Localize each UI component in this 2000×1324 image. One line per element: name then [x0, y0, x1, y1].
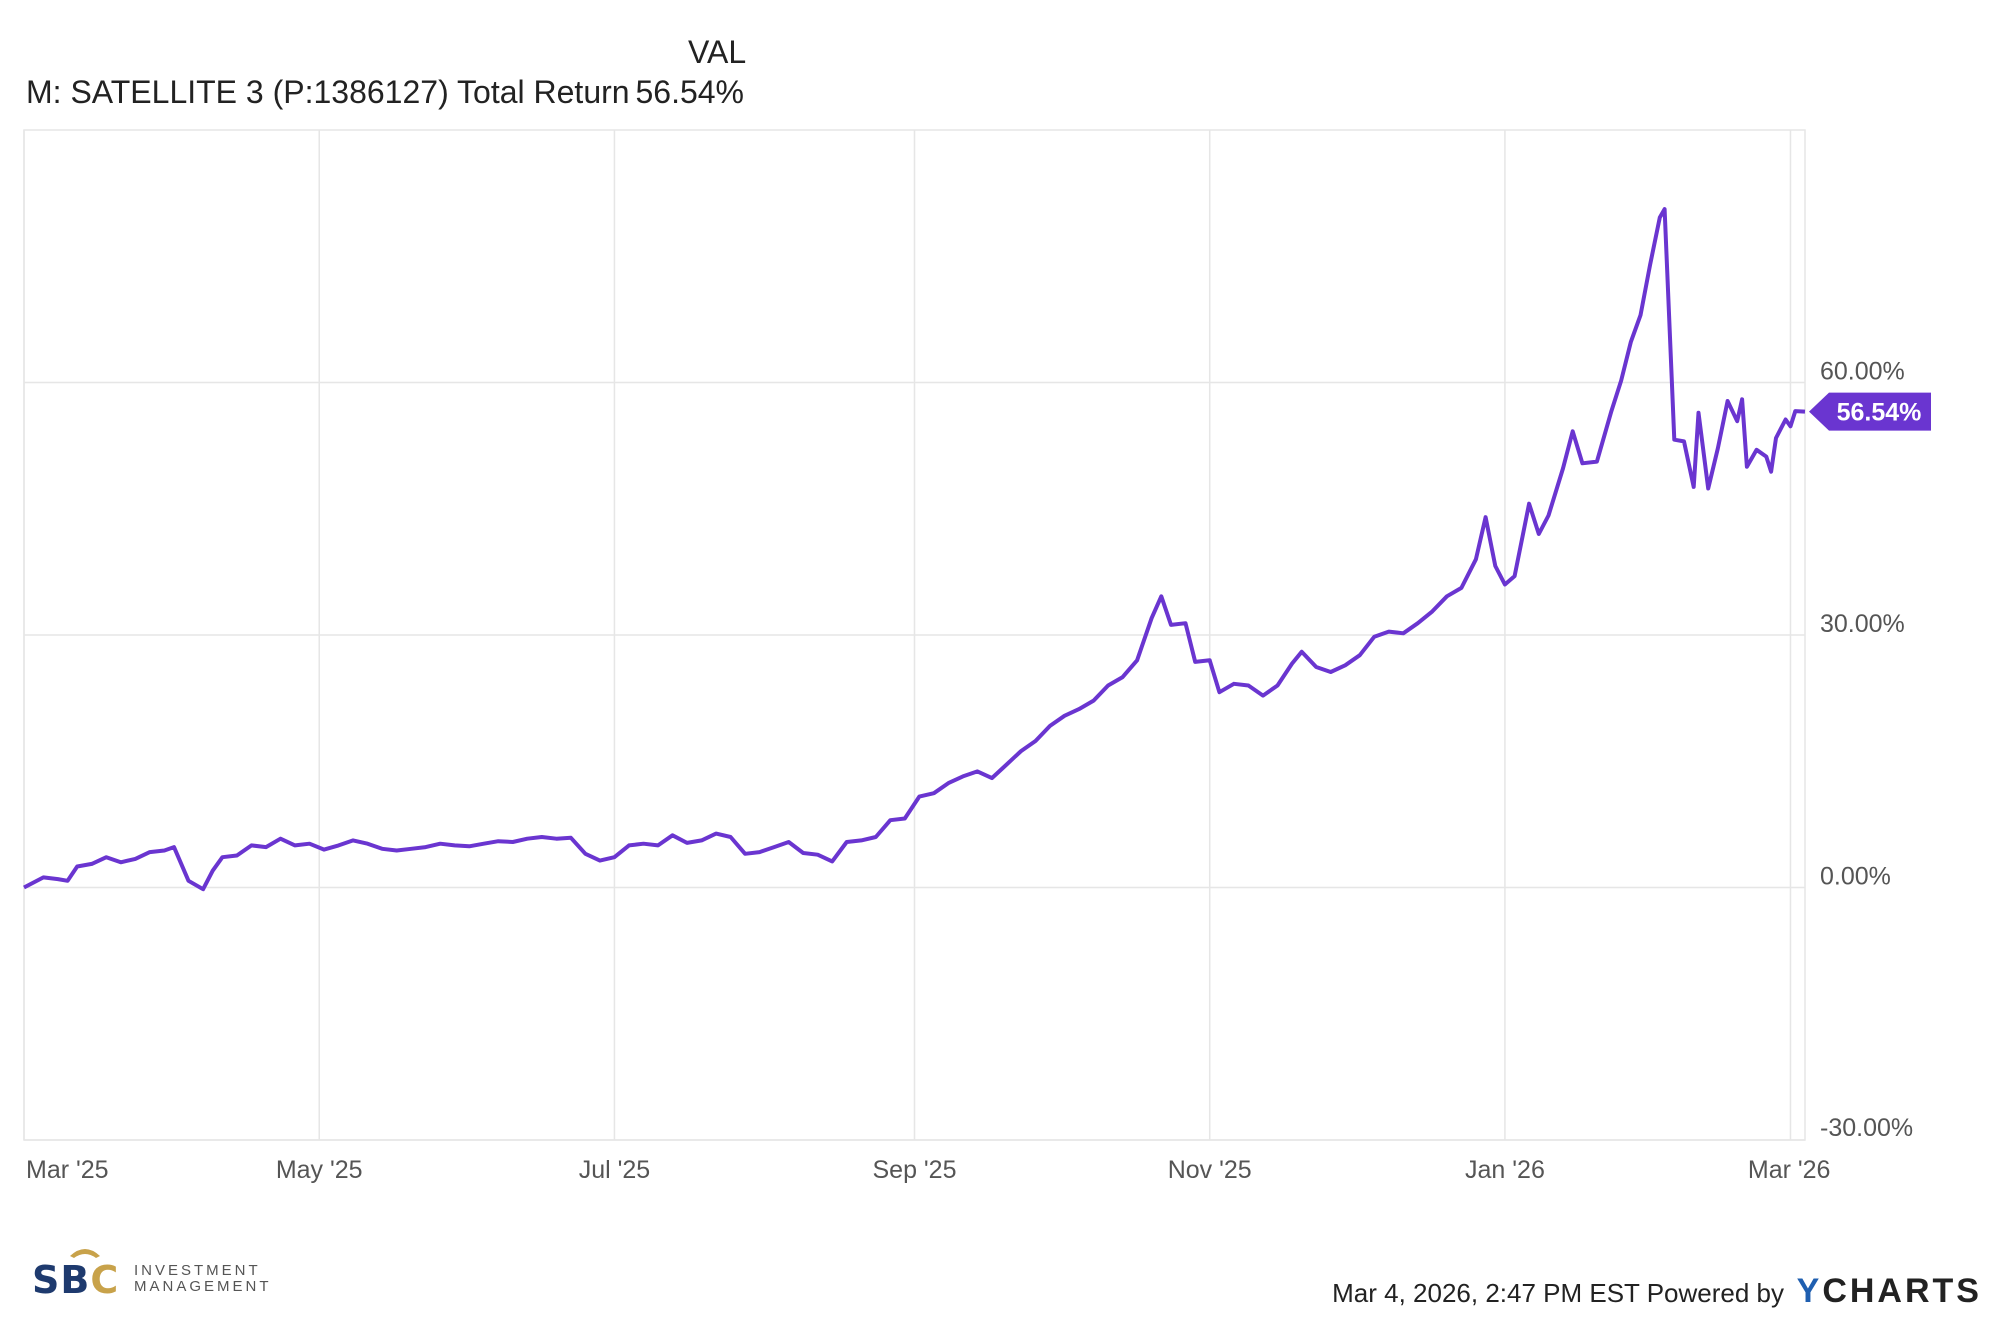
- legend-column-header: VAL: [688, 34, 747, 70]
- badge-shape: [1809, 392, 1931, 431]
- y-axis-ticks: 60.00% 30.00% 0.00% -30.00%: [1820, 358, 1913, 1143]
- legend-series-label[interactable]: M: SATELLITE 3 (P:1386127) Total Return: [26, 74, 630, 110]
- x-tick-label: Nov '25: [1168, 1156, 1252, 1184]
- y-tick-label: 0.00%: [1820, 863, 1891, 891]
- sbc-logo: SBC INVESTMENT MANAGEMENT: [32, 1246, 292, 1302]
- footer-timestamp: Mar 4, 2026, 2:47 PM EST Powered by: [1332, 1278, 1784, 1308]
- series-line[interactable]: [23, 207, 1806, 892]
- logo-letters: SBC: [32, 1258, 120, 1302]
- x-tick-label: Mar '25: [26, 1156, 109, 1184]
- x-tick-label: Mar '26: [1748, 1156, 1831, 1184]
- y-tick-label: -30.00%: [1820, 1114, 1913, 1142]
- ycharts-logo[interactable]: YCHARTS: [1796, 1272, 1982, 1310]
- grid-lines: [23, 129, 1806, 1141]
- logo-text-line2: MANAGEMENT: [134, 1278, 272, 1295]
- x-tick-label: Sep '25: [872, 1156, 956, 1184]
- legend-series-value: 56.54%: [635, 74, 744, 110]
- x-tick-label: Jan '26: [1465, 1156, 1545, 1184]
- x-tick-label: Jul '25: [579, 1156, 650, 1184]
- badge-value: 56.54%: [1837, 399, 1922, 427]
- last-value-badge: 56.54%: [1809, 392, 1931, 431]
- bull-crest-icon: [70, 1249, 100, 1258]
- y-tick-label: 60.00%: [1820, 358, 1905, 386]
- x-axis-ticks: Mar '25 May '25 Jul '25 Sep '25 Nov '25 Jan '…: [26, 1156, 1830, 1184]
- y-tick-label: 30.00%: [1820, 610, 1905, 638]
- logo-text-line1: INVESTMENT: [134, 1262, 261, 1279]
- x-tick-label: May '25: [276, 1156, 363, 1184]
